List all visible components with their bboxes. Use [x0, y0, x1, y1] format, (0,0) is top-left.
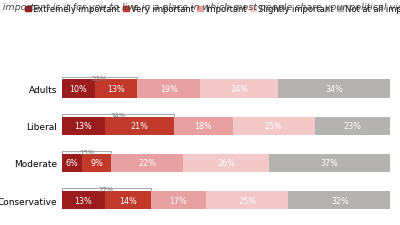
Bar [278, 80, 390, 99]
Text: 6%: 6% [66, 159, 78, 168]
Text: 23%: 23% [343, 122, 361, 131]
Bar [314, 117, 390, 135]
Text: How important is it for you to live in a place in which most people share your p: How important is it for you to live in a… [0, 3, 400, 12]
Bar [183, 154, 269, 172]
Bar [174, 117, 232, 135]
Bar [105, 117, 174, 135]
Text: 34%: 34% [110, 112, 126, 119]
Text: 32%: 32% [332, 196, 350, 205]
Bar [105, 191, 150, 209]
Bar [111, 154, 183, 172]
Bar [200, 80, 278, 99]
Text: 13%: 13% [107, 85, 125, 94]
Bar [62, 80, 95, 99]
Bar [150, 191, 206, 209]
Text: 13%: 13% [74, 122, 92, 131]
Bar [82, 154, 111, 172]
Legend: Extremely important, Very important, Important, Slightly important, Not at all i: Extremely important, Very important, Imp… [25, 5, 400, 14]
Text: 21%: 21% [130, 122, 148, 131]
Bar [269, 154, 390, 172]
Text: 23%: 23% [92, 76, 108, 82]
Bar [288, 191, 393, 209]
Text: 26%: 26% [217, 159, 235, 168]
Text: 15%: 15% [79, 150, 94, 155]
Text: 10%: 10% [70, 85, 87, 94]
Bar [62, 117, 105, 135]
Bar [95, 80, 138, 99]
Text: 9%: 9% [90, 159, 103, 168]
Bar [62, 154, 82, 172]
Text: 27%: 27% [98, 187, 114, 192]
Bar [206, 191, 288, 209]
Text: 34%: 34% [325, 85, 343, 94]
Bar [232, 117, 314, 135]
Text: 13%: 13% [74, 196, 92, 205]
Text: 22%: 22% [138, 159, 156, 168]
Text: 18%: 18% [194, 122, 212, 131]
Text: 25%: 25% [238, 196, 256, 205]
Text: 19%: 19% [160, 85, 178, 94]
Text: 37%: 37% [320, 159, 338, 168]
Bar [62, 191, 105, 209]
Bar [138, 80, 200, 99]
Text: 17%: 17% [170, 196, 187, 205]
Text: 14%: 14% [119, 196, 136, 205]
Text: 24%: 24% [230, 85, 248, 94]
Text: 25%: 25% [264, 122, 282, 131]
